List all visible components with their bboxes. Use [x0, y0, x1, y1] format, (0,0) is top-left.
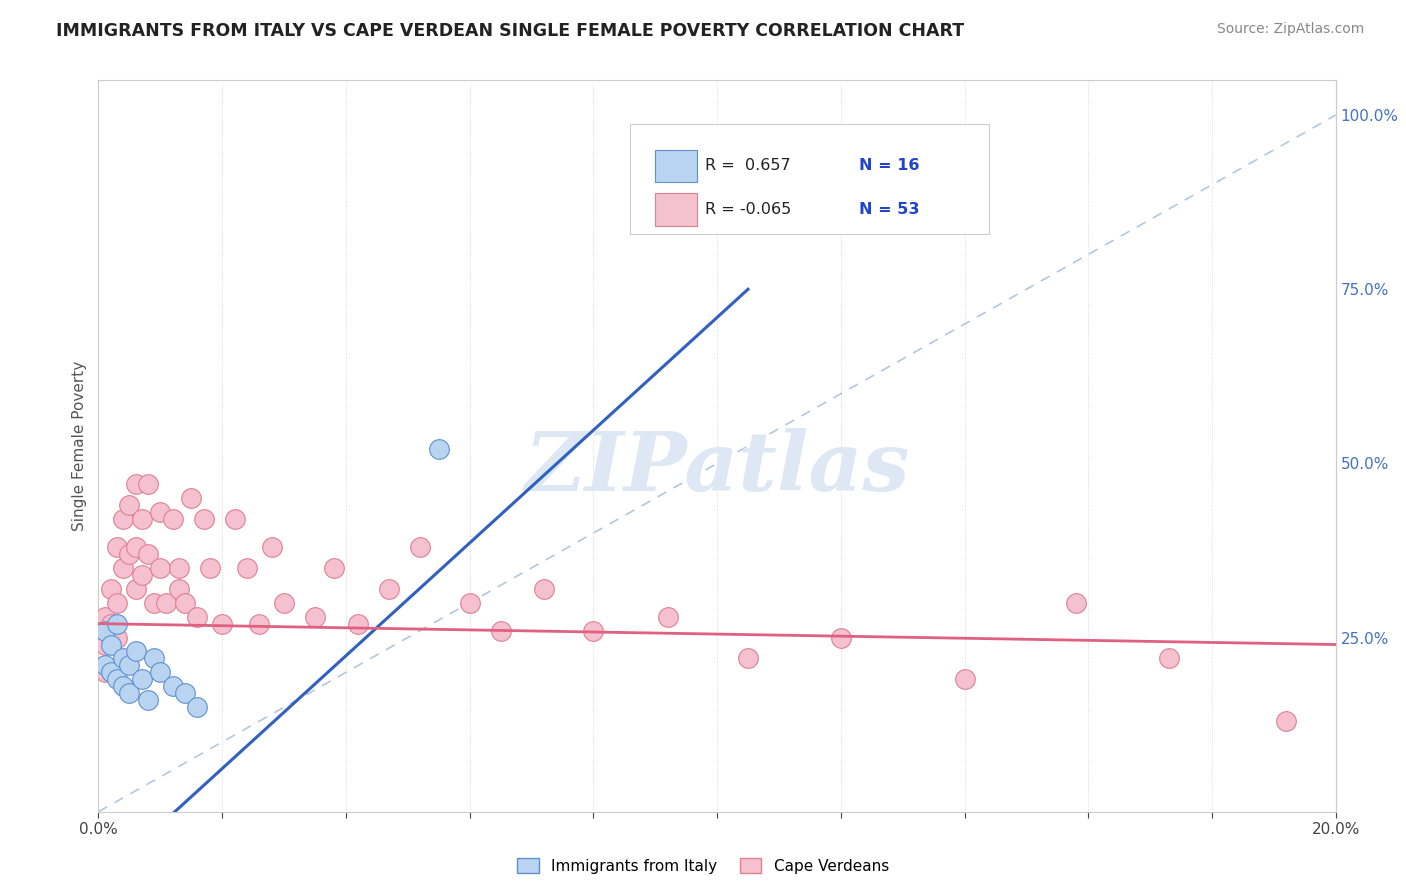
Point [118, 498, 141, 512]
Point [124, 540, 146, 554]
Point [131, 512, 153, 526]
Point [93, 609, 115, 624]
Point [533, 582, 555, 596]
Point [100, 638, 122, 652]
Text: Source: ZipAtlas.com: Source: ZipAtlas.com [1216, 22, 1364, 37]
Text: IMMIGRANTS FROM ITALY VS CAPE VERDEAN SINGLE FEMALE POVERTY CORRELATION CHART: IMMIGRANTS FROM ITALY VS CAPE VERDEAN SI… [56, 22, 965, 40]
Text: R = -0.065: R = -0.065 [704, 202, 792, 217]
Point [149, 561, 172, 575]
Point [186, 700, 208, 714]
Point [657, 609, 679, 624]
FancyBboxPatch shape [655, 150, 697, 182]
Point [273, 596, 295, 610]
Point [489, 624, 512, 638]
Point [322, 561, 344, 575]
Point [149, 505, 172, 519]
Point [1064, 596, 1087, 610]
Point [136, 547, 159, 561]
Point [737, 651, 759, 665]
Point [112, 651, 135, 665]
Point [167, 582, 190, 596]
Point [180, 491, 202, 506]
Point [644, 128, 666, 143]
Point [1275, 714, 1298, 728]
Point [131, 567, 153, 582]
Point [136, 693, 159, 707]
Point [186, 609, 208, 624]
Text: N = 16: N = 16 [859, 158, 920, 173]
Point [93, 665, 115, 680]
Text: ZIPatlas: ZIPatlas [524, 428, 910, 508]
Legend: Immigrants from Italy, Cape Verdeans: Immigrants from Italy, Cape Verdeans [512, 852, 894, 880]
Point [378, 582, 401, 596]
Text: N = 53: N = 53 [859, 202, 920, 217]
Point [124, 477, 146, 491]
Text: R =  0.657: R = 0.657 [704, 158, 790, 173]
Point [582, 624, 605, 638]
Point [236, 561, 259, 575]
Point [304, 609, 326, 624]
Point [830, 631, 852, 645]
Point [112, 679, 135, 693]
Point [124, 582, 146, 596]
FancyBboxPatch shape [655, 194, 697, 226]
Point [105, 631, 128, 645]
Point [118, 658, 141, 673]
Point [100, 616, 122, 631]
Point [124, 644, 146, 658]
Point [93, 624, 115, 638]
Point [112, 512, 135, 526]
Point [105, 540, 128, 554]
Point [224, 512, 246, 526]
Point [458, 596, 481, 610]
Point [198, 561, 221, 575]
Point [247, 616, 270, 631]
Point [105, 616, 128, 631]
Point [260, 540, 283, 554]
Point [100, 665, 122, 680]
Point [427, 442, 450, 457]
Point [211, 616, 233, 631]
Point [155, 596, 177, 610]
Point [1157, 651, 1180, 665]
Point [105, 596, 128, 610]
Point [143, 651, 166, 665]
Point [118, 547, 141, 561]
FancyBboxPatch shape [630, 124, 990, 234]
Point [953, 673, 976, 687]
Point [143, 596, 166, 610]
Point [149, 665, 172, 680]
Point [193, 512, 215, 526]
Point [112, 561, 135, 575]
Point [409, 540, 432, 554]
Point [131, 673, 153, 687]
Point [93, 658, 115, 673]
Point [162, 679, 184, 693]
Point [105, 673, 128, 687]
Point [118, 686, 141, 700]
Point [347, 616, 370, 631]
Point [100, 582, 122, 596]
Point [93, 638, 115, 652]
Y-axis label: Single Female Poverty: Single Female Poverty [72, 361, 87, 531]
Point [136, 477, 159, 491]
Point [167, 561, 190, 575]
Point [174, 686, 197, 700]
Point [162, 512, 184, 526]
Point [174, 596, 197, 610]
